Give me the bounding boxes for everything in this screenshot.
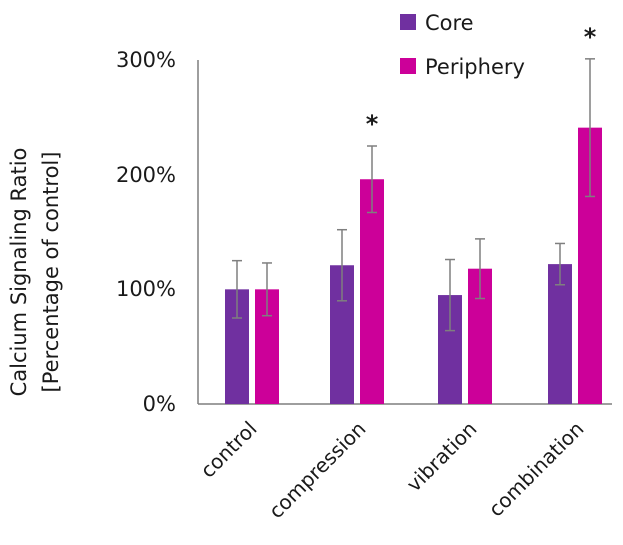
- y-tick-label: 100%: [116, 277, 176, 301]
- x-category-label: vibration: [402, 417, 482, 497]
- bars-layer: **: [225, 23, 602, 405]
- bar-periphery-compression: [360, 179, 384, 404]
- significance-star: *: [584, 23, 597, 51]
- significance-star: *: [366, 110, 379, 138]
- legend-swatch-periphery: [400, 58, 416, 74]
- y-tick-label: 0%: [143, 392, 176, 416]
- x-category-label: compression: [264, 417, 371, 524]
- y-axis-title-line-2: [Percentage of control]: [39, 152, 63, 393]
- legend-label-core: Core: [425, 11, 474, 35]
- legend-label-periphery: Periphery: [425, 55, 525, 79]
- y-tick-label: 300%: [116, 48, 176, 72]
- bar-core-combination: [548, 264, 572, 404]
- x-category-label: combination: [484, 417, 589, 522]
- x-category-label: control: [196, 417, 262, 483]
- legend: Core Periphery: [400, 11, 525, 79]
- y-axis-title: Calcium Signaling Ratio [Percentage of c…: [7, 148, 63, 397]
- legend-swatch-core: [400, 14, 416, 30]
- y-tick-label: 200%: [116, 163, 176, 187]
- y-axis-title-line-1: Calcium Signaling Ratio: [7, 148, 31, 397]
